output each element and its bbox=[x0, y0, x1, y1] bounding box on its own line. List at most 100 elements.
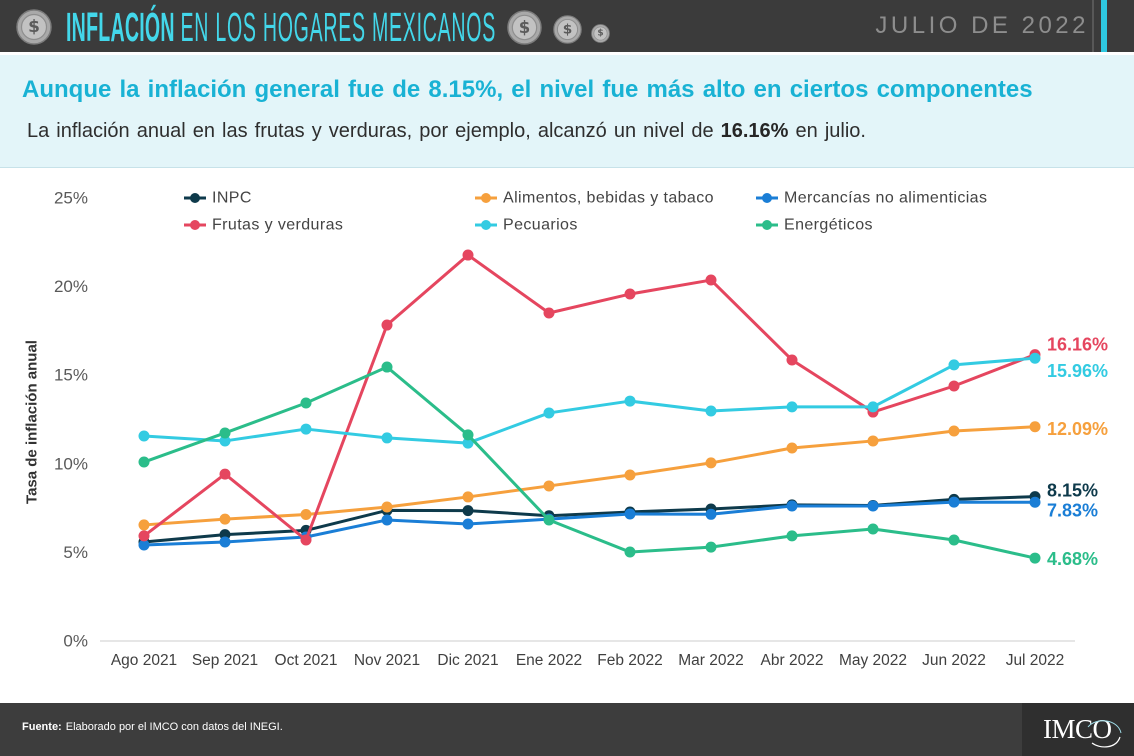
footer-bar: Fuente: Elaborado por el IMCO con datos d… bbox=[0, 703, 1134, 756]
end-value-label: 15.96% bbox=[1047, 361, 1108, 381]
data-point bbox=[543, 514, 555, 526]
data-point bbox=[786, 500, 798, 512]
line-chart: 0% 5% 10% 15% 20% 25% Ago 2021 Sep 2021 Oct 2021… bbox=[24, 189, 1109, 670]
legend-item: Pecuarios bbox=[475, 217, 578, 234]
x-tick-label: Jun 2022 bbox=[922, 652, 986, 669]
source-text: Elaborado por el IMCO con datos del INEG… bbox=[65, 721, 283, 733]
data-point bbox=[381, 514, 393, 526]
summary-text-after: en julio. bbox=[795, 120, 866, 142]
coin-symbol: $ bbox=[28, 17, 40, 37]
series-line-pecuarios bbox=[142, 356, 1037, 445]
end-value-label: 8.15% bbox=[1047, 481, 1098, 501]
data-point bbox=[543, 307, 555, 319]
summary-text-before: La inflación anual en las frutas y verdu… bbox=[27, 120, 714, 142]
data-point bbox=[786, 401, 798, 413]
data-point bbox=[624, 546, 636, 558]
data-point bbox=[462, 429, 474, 441]
data-point bbox=[462, 491, 474, 503]
imco-swirl-icon bbox=[1087, 720, 1122, 748]
legend-label: Alimentos, bebidas y tabaco bbox=[503, 190, 714, 207]
data-point bbox=[948, 425, 960, 437]
imco-logo: IMCO bbox=[1022, 703, 1134, 756]
data-point bbox=[948, 496, 960, 508]
dollar-coin-icon: $ bbox=[553, 15, 582, 44]
data-point bbox=[138, 519, 150, 531]
legend-label: Pecuarios bbox=[503, 217, 578, 234]
x-tick-label: Mar 2022 bbox=[678, 652, 743, 669]
summary-text: La inflación anual en las frutas y verdu… bbox=[27, 120, 866, 143]
data-point bbox=[705, 457, 717, 469]
data-point bbox=[462, 518, 474, 530]
data-point bbox=[462, 249, 474, 261]
data-point bbox=[138, 539, 150, 551]
x-tick-label: Feb 2022 bbox=[597, 652, 663, 669]
data-point bbox=[219, 468, 231, 480]
data-point bbox=[300, 508, 312, 520]
data-point bbox=[1029, 496, 1041, 508]
page-title: INFLACIÓN EN LOS HOGARES MEXICANOS bbox=[66, 5, 496, 49]
page-title-text: INFLACIÓN EN LOS HOGARES MEXICANOS bbox=[66, 5, 496, 49]
coin-symbol: $ bbox=[597, 29, 603, 39]
data-point bbox=[300, 397, 312, 409]
x-tick-label: May 2022 bbox=[839, 652, 907, 669]
legend-marker bbox=[762, 193, 772, 203]
legend-label: Frutas y verduras bbox=[212, 217, 343, 234]
series-line-frutas-y-verduras bbox=[142, 253, 1037, 542]
data-point bbox=[867, 435, 879, 447]
title-bold-word: INFLACIÓN bbox=[66, 4, 175, 50]
y-tick-label: 0% bbox=[63, 632, 88, 651]
data-point bbox=[381, 501, 393, 513]
data-point bbox=[786, 354, 798, 366]
data-point bbox=[624, 469, 636, 481]
dollar-coin-icon: $ bbox=[591, 24, 610, 43]
data-point bbox=[219, 513, 231, 525]
x-tick-label: Jul 2022 bbox=[1006, 652, 1065, 669]
x-tick-label: Dic 2021 bbox=[437, 652, 498, 669]
source-label: Fuente: bbox=[22, 721, 62, 733]
end-value-label: 12.09% bbox=[1047, 419, 1108, 439]
data-point bbox=[705, 541, 717, 553]
data-point bbox=[705, 274, 717, 286]
summary-band: Aunque la inflación general fue de 8.15%… bbox=[0, 55, 1134, 168]
legend-marker bbox=[481, 220, 491, 230]
legend-marker bbox=[481, 193, 491, 203]
data-point bbox=[462, 437, 474, 449]
x-tick-label: Ago 2021 bbox=[111, 652, 177, 669]
title-rest: EN LOS HOGARES MEXICANOS bbox=[180, 4, 496, 50]
data-point bbox=[219, 435, 231, 447]
data-point bbox=[948, 534, 960, 546]
data-point bbox=[1029, 552, 1041, 564]
y-tick-label: 15% bbox=[54, 366, 88, 385]
data-point bbox=[948, 380, 960, 392]
end-value-label: 7.83% bbox=[1047, 500, 1098, 520]
y-tick-label: 5% bbox=[63, 543, 88, 562]
legend-label: INPC bbox=[212, 190, 252, 207]
data-point bbox=[786, 442, 798, 454]
series-line-energeticos bbox=[142, 365, 1037, 560]
summary-highlight-value: 16.16% bbox=[720, 120, 789, 142]
legend-item: Frutas y verduras bbox=[184, 217, 343, 234]
x-tick-label: Ene 2022 bbox=[516, 652, 582, 669]
data-point bbox=[138, 456, 150, 468]
data-point bbox=[948, 359, 960, 371]
series-line-mercancias-no-alimenticias bbox=[142, 500, 1037, 547]
end-value-label: 16.16% bbox=[1047, 335, 1108, 355]
legend-label: Mercancías no alimenticias bbox=[784, 190, 987, 207]
y-tick-label: 20% bbox=[54, 277, 88, 296]
x-tick-label: Sep 2021 bbox=[192, 652, 258, 669]
data-point bbox=[624, 395, 636, 407]
legend-item: Alimentos, bebidas y tabaco bbox=[475, 190, 714, 207]
dollar-coin-icon: $ bbox=[16, 9, 52, 45]
dollar-coin-icon: $ bbox=[507, 10, 542, 45]
data-point bbox=[867, 500, 879, 512]
data-point bbox=[300, 423, 312, 435]
data-point bbox=[381, 432, 393, 444]
imco-logo-text: IMCO bbox=[1043, 714, 1112, 744]
data-point bbox=[381, 361, 393, 373]
data-point bbox=[381, 319, 393, 331]
data-point bbox=[867, 401, 879, 413]
data-point bbox=[1029, 352, 1041, 364]
legend-marker bbox=[762, 220, 772, 230]
data-point bbox=[705, 405, 717, 417]
data-point bbox=[1029, 421, 1041, 433]
